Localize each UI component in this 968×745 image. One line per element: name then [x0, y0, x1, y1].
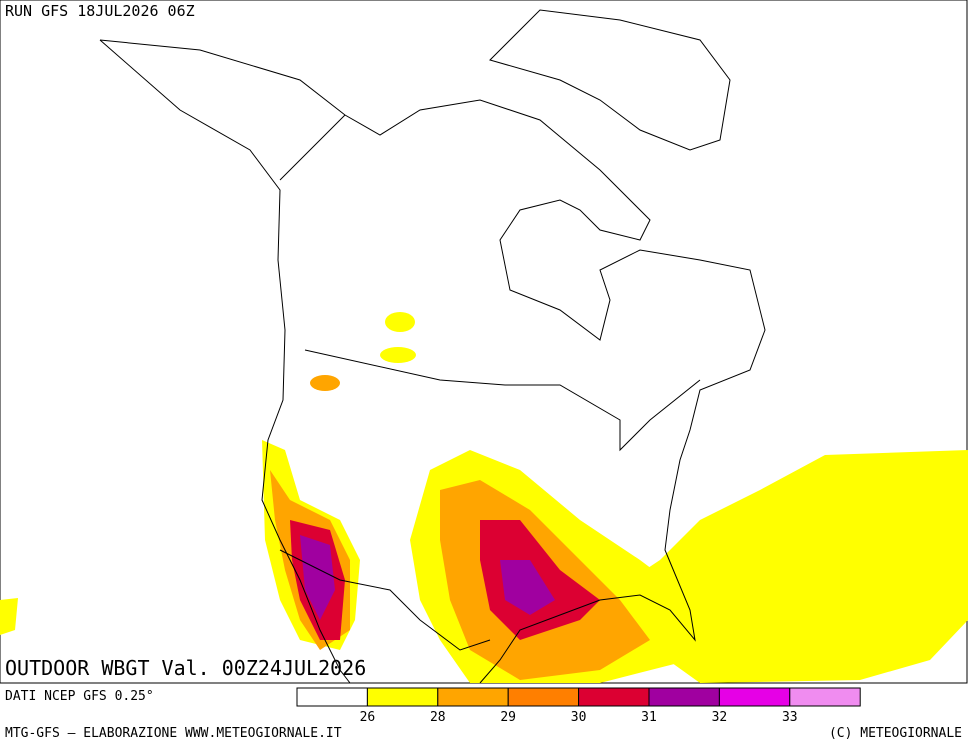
legend-box: [507, 687, 580, 707]
legend-box: [718, 687, 791, 707]
legend-box: [789, 687, 861, 707]
heat-field: [300, 535, 335, 620]
legend: 26 28 29 30 31 32 33: [296, 687, 861, 725]
legend-label: 31: [641, 710, 657, 725]
coastline: [489, 9, 731, 151]
legend-box: [648, 687, 720, 707]
border: [279, 549, 491, 651]
run-label: RUN GFS 18JUL2026 06Z: [5, 2, 195, 20]
map: RUN GFS 18JUL2026 06Z OUTDOOR WBGT Val. …: [0, 0, 968, 684]
heat-field: [500, 560, 555, 615]
heat-field: [310, 375, 340, 391]
border: [304, 349, 701, 452]
legend-box: [296, 687, 368, 707]
coastline: [99, 39, 351, 684]
legend-label: 32: [712, 710, 728, 725]
legend-box: [437, 687, 509, 707]
heat-field: [380, 347, 416, 363]
heat-field: [385, 312, 415, 332]
legend-box: [366, 687, 439, 707]
copyright-label: (C) METEOGIORNALE: [829, 726, 962, 741]
heat-field: [0, 598, 18, 635]
legend-box: [578, 687, 650, 707]
map-title: OUTDOOR WBGT Val. 00Z24JUL2026: [5, 656, 366, 680]
credit-label: MTG-GFS — ELABORAZIONE WWW.METEOGIORNALE…: [5, 726, 342, 741]
legend-label: 30: [571, 710, 587, 725]
border: [279, 114, 346, 181]
legend-label: 28: [430, 710, 446, 725]
legend-label: 26: [360, 710, 376, 725]
legend-label: 29: [500, 710, 516, 725]
source-label: DATI NCEP GFS 0.25°: [5, 689, 154, 704]
coastline: [99, 39, 766, 684]
legend-label: 33: [782, 710, 798, 725]
